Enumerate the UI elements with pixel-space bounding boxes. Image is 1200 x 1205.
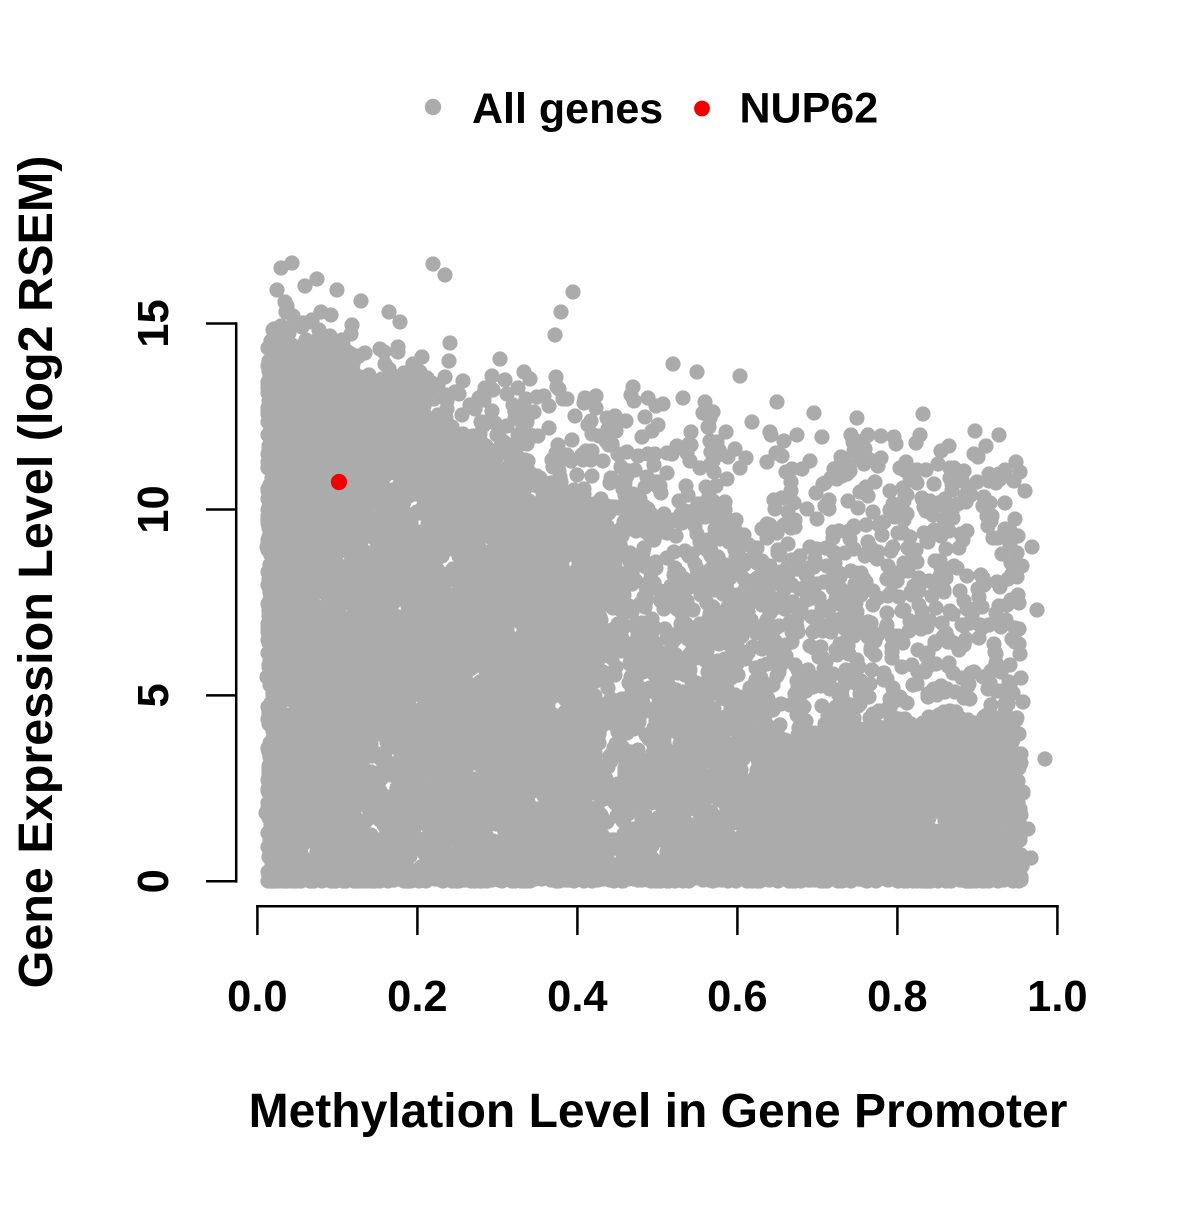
svg-text:NUP62: NUP62	[740, 85, 879, 133]
svg-text:Gene Expression Level (log2 RS: Gene Expression Level (log2 RSEM)	[9, 156, 63, 989]
svg-text:0.2: 0.2	[387, 973, 447, 1021]
svg-text:10: 10	[130, 485, 178, 533]
svg-text:0.6: 0.6	[707, 973, 767, 1021]
svg-text:0: 0	[130, 869, 178, 893]
svg-text:0.0: 0.0	[227, 973, 287, 1021]
svg-text:Methylation Level in Gene Prom: Methylation Level in Gene Promoter	[249, 1085, 1068, 1138]
svg-text:15: 15	[130, 299, 178, 347]
svg-text:1.0: 1.0	[1027, 973, 1087, 1021]
svg-text:0.8: 0.8	[867, 973, 927, 1021]
svg-text:All genes: All genes	[472, 85, 663, 133]
svg-text:0.4: 0.4	[547, 973, 607, 1021]
svg-text:5: 5	[130, 683, 178, 707]
